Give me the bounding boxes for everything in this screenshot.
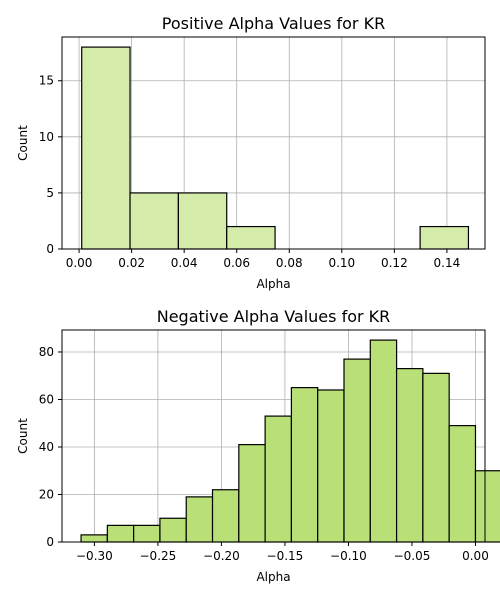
pos-y-tick-label: 0 xyxy=(46,242,54,256)
neg-y-tick-label: 0 xyxy=(46,535,54,549)
neg-y-tick-label: 60 xyxy=(39,392,54,406)
pos-bar-4 xyxy=(419,225,470,250)
neg-x-axis-label: Alpha xyxy=(256,570,290,584)
pos-chart-title: Positive Alpha Values for KR xyxy=(162,14,385,33)
pos-x-tick-label: 0.02 xyxy=(118,256,145,270)
pos-x-tick-label: 0.10 xyxy=(328,256,355,270)
pos-x-tick-label: 0.08 xyxy=(276,256,303,270)
neg-bar-3 xyxy=(159,517,187,543)
pos-x-axis-label: Alpha xyxy=(256,277,290,291)
neg-bar-5 xyxy=(211,489,240,543)
neg-bar-15 xyxy=(474,470,500,543)
neg-x-tick-label: −0.25 xyxy=(140,549,177,563)
neg-x-tick-label: 0.00 xyxy=(462,549,489,563)
neg-x-tick-label: −0.30 xyxy=(76,549,113,563)
pos-y-axis-label: Count xyxy=(16,125,30,161)
pos-bar-1 xyxy=(129,192,179,250)
neg-chart-title: Negative Alpha Values for KR xyxy=(157,307,391,326)
pos-bar-0 xyxy=(81,46,131,250)
neg-y-axis-label: Count xyxy=(16,418,30,454)
pos-x-tick-label: 0.04 xyxy=(171,256,198,270)
neg-y-tick-label: 20 xyxy=(39,487,54,501)
neg-bar-9 xyxy=(317,389,345,543)
neg-bar-11 xyxy=(369,339,398,543)
pos-x-tick-label: 0.00 xyxy=(66,256,93,270)
neg-x-tick-label: −0.10 xyxy=(330,549,367,563)
neg-y-tick-label: 80 xyxy=(39,345,54,359)
neg-bar-12 xyxy=(395,367,424,543)
neg-bar-4 xyxy=(185,496,214,543)
neg-x-tick-label: −0.05 xyxy=(394,549,431,563)
pos-bar-3 xyxy=(226,225,276,250)
pos-x-tick-label: 0.06 xyxy=(223,256,250,270)
pos-bar-2 xyxy=(177,192,228,250)
neg-bar-7 xyxy=(264,415,293,543)
neg-bar-8 xyxy=(290,387,319,543)
pos-y-tick-label: 10 xyxy=(39,130,54,144)
pos-x-tick-label: 0.12 xyxy=(381,256,408,270)
neg-x-tick-label: −0.15 xyxy=(267,549,304,563)
neg-bar-1 xyxy=(106,524,135,543)
pos-y-tick-label: 15 xyxy=(39,74,54,88)
neg-bar-10 xyxy=(343,358,371,543)
neg-bar-0 xyxy=(80,534,108,543)
neg-plot-frame xyxy=(61,329,486,543)
neg-bar-14 xyxy=(448,425,477,543)
neg-x-tick-label: −0.20 xyxy=(203,549,240,563)
pos-y-tick-label: 5 xyxy=(46,186,54,200)
neg-bar-13 xyxy=(422,372,450,543)
neg-bar-6 xyxy=(238,444,266,543)
neg-y-tick-label: 40 xyxy=(39,440,54,454)
positive-alpha-histogram: 0.00 0.02 0.04 0.06 0.08 0.10 0.12 0.14 0 5 10 15 Po… xyxy=(16,14,486,291)
pos-x-tick-label: 0.14 xyxy=(434,256,461,270)
pos-plot-frame xyxy=(61,36,486,250)
negative-alpha-histogram: −0.30 −0.25 −0.20 −0.15 −0.10 −0.05 0.00 0 20 40 6… xyxy=(16,307,500,584)
neg-bar-2 xyxy=(133,524,161,543)
